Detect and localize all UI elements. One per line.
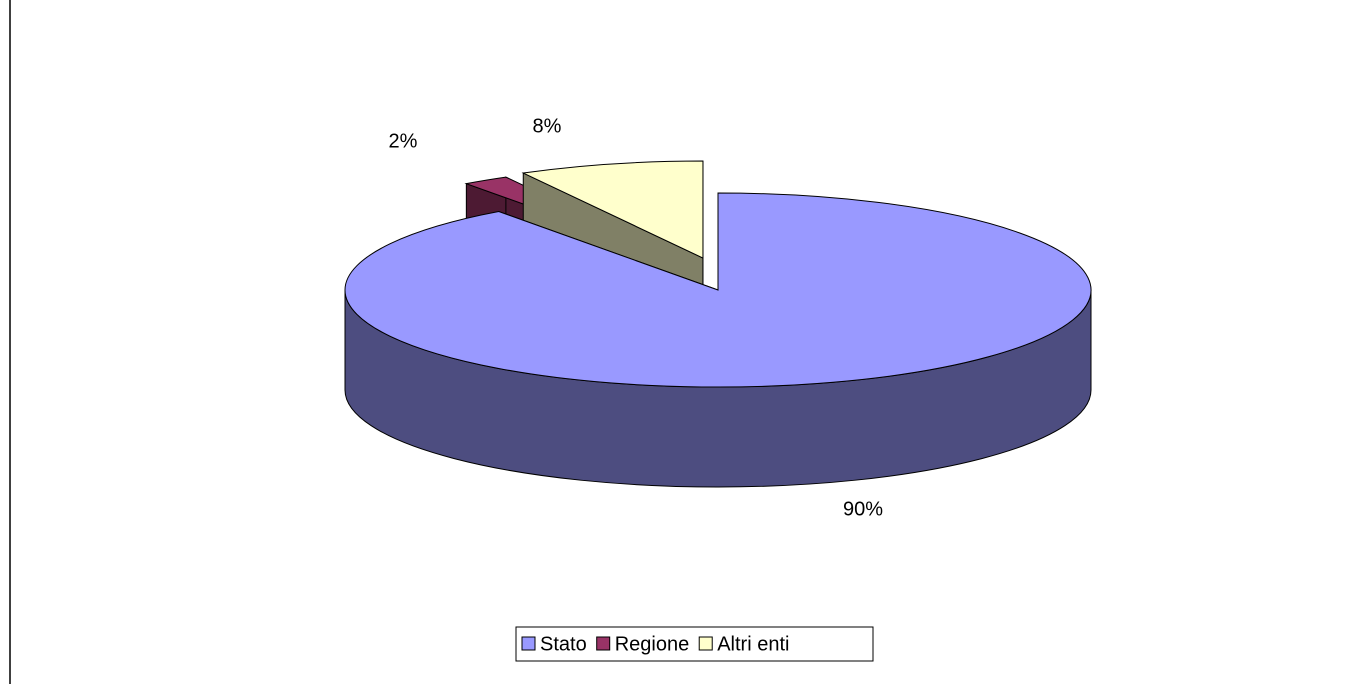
slice-top [521,160,704,259]
legend-swatch [521,636,536,651]
legend-box [515,626,874,662]
legend: Stato Regione Altri enti [521,633,789,655]
slice-top [344,192,1092,388]
pie-slice [344,192,1092,488]
legend-label: Altri enti [717,633,789,655]
legend-label: Regione [615,633,690,655]
legend-label: Stato [540,633,587,655]
data-label: 90% [843,498,883,520]
data-label: 8% [533,115,562,137]
data-label: 2% [389,130,418,152]
legend-swatch [698,636,713,651]
legend-swatch [596,636,611,651]
pie: 2% 8% 90% [344,115,1092,520]
